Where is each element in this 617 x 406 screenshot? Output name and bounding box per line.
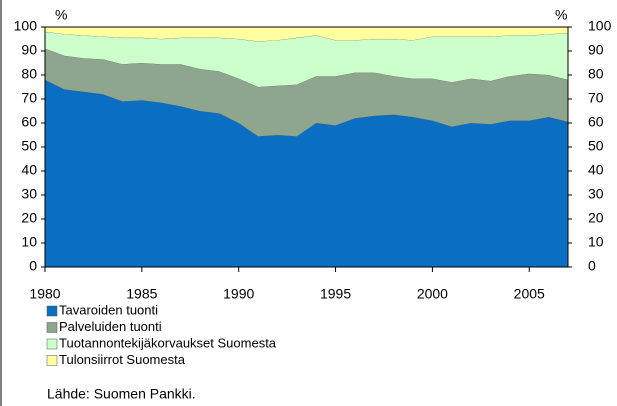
legend-label: Tavaroiden tuonti — [59, 302, 158, 317]
y-tick-label: 70 — [21, 90, 37, 106]
area — [45, 31, 568, 87]
x-tick-label: 1995 — [320, 286, 351, 302]
y2-tick-label: 70 — [588, 90, 604, 106]
y2-tick-label: 100 — [588, 18, 612, 34]
y-tick-label: 40 — [21, 162, 37, 178]
x-tick-label: 1985 — [126, 286, 157, 302]
y2-tick-label: 30 — [588, 186, 604, 202]
y2-tick-label: 60 — [588, 114, 604, 130]
y-tick-label: 50 — [21, 138, 37, 154]
y2-tick-label: 50 — [588, 138, 604, 154]
legend-label: Palveluiden tuonti — [59, 319, 162, 334]
y2-tick-label: 80 — [588, 66, 604, 82]
y-tick-label: 0 — [29, 258, 37, 274]
area — [45, 48, 568, 137]
y-tick-label: 30 — [21, 186, 37, 202]
y-unit-right: % — [555, 7, 567, 23]
y2-tick-label: 90 — [588, 42, 604, 58]
legend-label: Tulonsiirrot Suomesta — [59, 352, 186, 367]
x-tick-label: 1990 — [223, 286, 254, 302]
y2-tick-label: 40 — [588, 162, 604, 178]
legend-swatch — [46, 322, 58, 333]
y-unit-left: % — [55, 7, 67, 23]
y2-tick-label: 20 — [588, 210, 604, 226]
legend-swatch — [46, 305, 58, 317]
legend-swatch — [46, 338, 58, 350]
y-tick-label: 60 — [21, 114, 37, 130]
area — [45, 27, 568, 42]
x-tick-label: 2000 — [417, 286, 448, 302]
y-tick-label: 90 — [21, 42, 37, 58]
x-tick-label: 2005 — [514, 286, 545, 302]
y-tick-label: 10 — [21, 234, 37, 250]
y2-tick-label: 10 — [588, 234, 604, 250]
x-tick-label: 1980 — [29, 286, 60, 302]
legend-label: Tuotannontekijäkorvaukset Suomesta — [59, 335, 277, 350]
y2-tick-label: 0 — [588, 258, 596, 274]
y-tick-label: 80 — [21, 66, 37, 82]
y-tick-label: 100 — [14, 18, 38, 34]
legend-swatch — [46, 355, 58, 366]
source: Lähde: Suomen Pankki. — [47, 386, 196, 402]
area — [45, 79, 568, 267]
y-tick-label: 20 — [21, 210, 37, 226]
